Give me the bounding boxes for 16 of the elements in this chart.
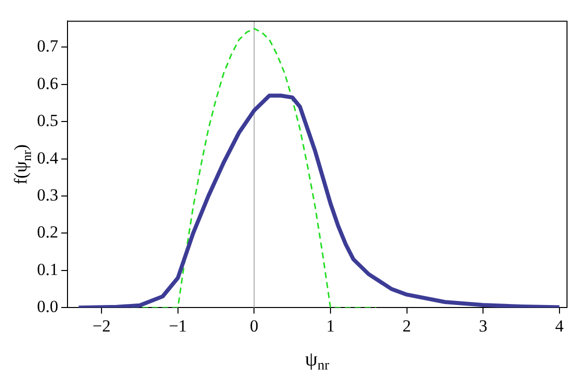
y-tick-label: 0.5 bbox=[37, 111, 58, 130]
x-tick-label: 2 bbox=[402, 316, 412, 336]
x-tick-label: 4 bbox=[555, 316, 564, 336]
y-tick-label: 0.6 bbox=[37, 74, 58, 93]
y-tick-label: 0.2 bbox=[37, 222, 58, 242]
x-tick-label: 0 bbox=[250, 316, 258, 336]
y-tick-label: 0.4 bbox=[37, 148, 59, 168]
y-axis-title: f(ψnr) bbox=[10, 144, 34, 184]
y-tick-label: 0.1 bbox=[37, 260, 58, 279]
y-tick-label: 0.7 bbox=[37, 36, 59, 56]
y-tick-label: 0.0 bbox=[37, 297, 58, 316]
y-tick-label: 0.3 bbox=[37, 185, 58, 204]
x-tick-label: −1 bbox=[168, 316, 187, 336]
x-tick-label: 1 bbox=[326, 316, 335, 336]
x-tick-label: 3 bbox=[478, 316, 488, 336]
x-tick-label: −2 bbox=[92, 316, 111, 336]
